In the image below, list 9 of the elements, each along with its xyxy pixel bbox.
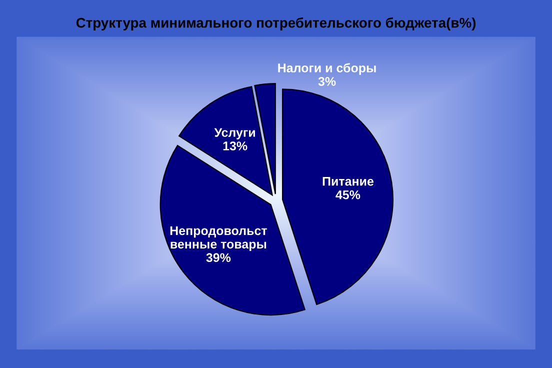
data-label: 39%: [206, 253, 231, 262]
data-label: 45%: [336, 190, 360, 200]
chart-title: Структура минимального потребительского бюджета(в%): [76, 17, 476, 30]
slice-label: Непродовольст венные товары: [170, 226, 267, 252]
data-label: 3%: [318, 77, 336, 86]
slice-label: Налоги и сборы: [278, 63, 376, 75]
data-label: 13%: [223, 142, 248, 150]
slice-label: Питание: [322, 177, 374, 186]
slice-label: Услуги: [214, 128, 255, 140]
